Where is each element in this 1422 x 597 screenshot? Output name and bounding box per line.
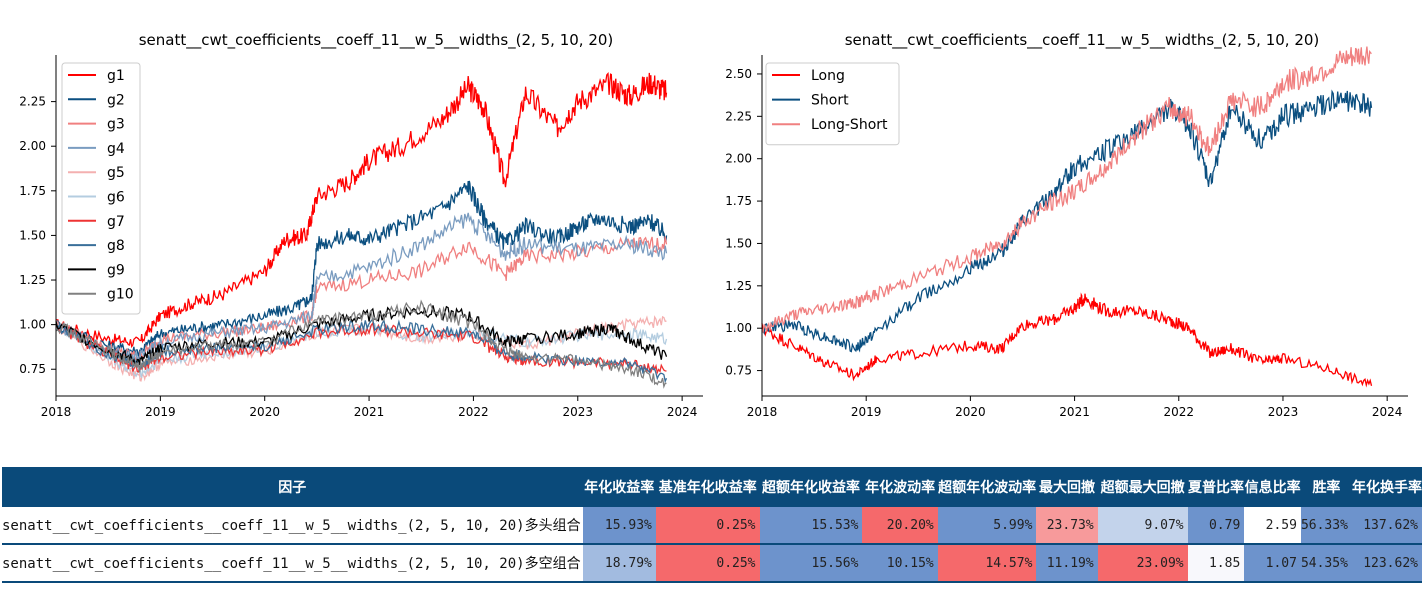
x-tick-label: 2023 [1268,405,1299,419]
x-tick-label: 2020 [249,405,280,419]
x-tick-label: 2021 [354,405,385,419]
column-header: 信息比率 [1244,467,1301,507]
column-header: 最大回撤 [1036,467,1098,507]
legend-label: g10 [107,287,134,303]
x-tick-label: 2018 [747,405,778,419]
metric-cell: 1.85 [1187,544,1245,583]
y-tick-label: 1.25 [725,279,752,293]
metric-cell: 56.33% [1300,507,1352,545]
legend-label: g4 [107,141,125,157]
factor-name-cell: senatt__cwt_coefficients__coeff_11__w_5_… [2,544,583,583]
metric-cell: 0.25% [655,544,760,583]
x-tick-label: 2024 [1372,405,1403,419]
table-header-row: 因子 年化收益率 基准年化收益率 超额年化收益率 年化波动率 超额年化波动率 最… [2,467,1422,507]
metric-cell: 5.99% [937,507,1037,545]
series-line-g3 [55,236,668,361]
x-tick-label: 2022 [458,405,489,419]
column-header: 胜率 [1300,467,1352,507]
metric-cell: 2.59 [1244,507,1301,545]
y-tick-label: 2.25 [19,95,46,109]
y-tick-label: 2.00 [19,139,46,153]
column-header: 年化波动率 [862,467,938,507]
metric-cell: 123.62% [1351,544,1422,583]
series-line-g6 [55,322,668,378]
metric-cell: 1.07 [1244,544,1301,583]
metric-cell: 10.15% [862,544,938,583]
metric-cell: 54.35% [1300,544,1352,583]
series-line-g2 [55,180,668,357]
series-line-long-short [761,46,1372,334]
y-tick-label: 1.50 [19,228,46,242]
x-tick-label: 2024 [667,405,698,419]
x-tick-label: 2019 [145,405,176,419]
table-row: senatt__cwt_coefficients__coeff_11__w_5_… [2,507,1422,545]
y-tick-label: 1.75 [19,184,46,198]
y-tick-label: 1.50 [725,236,752,250]
metrics-table: 因子 年化收益率 基准年化收益率 超额年化收益率 年化波动率 超额年化波动率 最… [2,467,1422,583]
long-short-chart: senatt__cwt_coefficients__coeff_11__w_5_… [725,31,1408,419]
legend-label: g9 [107,262,125,278]
legend-label: g2 [107,92,125,108]
y-tick-label: 1.00 [725,321,752,335]
legend-label: g5 [107,165,125,181]
series-line-long [761,292,1373,388]
chart-title: senatt__cwt_coefficients__coeff_11__w_5_… [845,31,1320,50]
series-line-g10 [55,299,667,389]
y-tick-label: 2.25 [725,109,752,123]
metric-cell: 23.09% [1097,544,1188,583]
legend-label: g8 [107,238,125,254]
series-line-short [761,89,1373,353]
legend-label: g6 [107,190,125,206]
x-tick-label: 2022 [1164,405,1195,419]
table-row: senatt__cwt_coefficients__coeff_11__w_5_… [2,544,1422,583]
y-tick-label: 1.25 [19,273,46,287]
series-line-g1 [55,72,668,349]
column-header: 夏普比率 [1187,467,1245,507]
metric-cell: 15.93% [582,507,656,545]
metric-cell: 15.56% [759,544,863,583]
x-tick-label: 2021 [1059,405,1090,419]
group-returns-chart: senatt__cwt_coefficients__coeff_11__w_5_… [19,31,703,419]
metric-cell: 14.57% [937,544,1037,583]
metric-cell: 0.25% [655,507,760,545]
x-tick-label: 2020 [955,405,986,419]
column-header: 超额最大回撤 [1097,467,1188,507]
metric-cell: 9.07% [1097,507,1188,545]
y-tick-label: 2.00 [725,152,752,166]
x-tick-label: 2023 [563,405,594,419]
legend-label: g1 [107,68,125,84]
column-header: 年化收益率 [582,467,656,507]
metric-cell: 18.79% [582,544,656,583]
metric-cell: 11.19% [1036,544,1098,583]
factor-name-cell: senatt__cwt_coefficients__coeff_11__w_5_… [2,507,583,545]
legend-label: Short [811,93,849,109]
column-header: 超额年化波动率 [937,467,1037,507]
column-header: 年化换手率 [1351,467,1422,507]
legend-label: g7 [107,214,125,230]
y-tick-label: 1.75 [725,194,752,208]
series-line-g8 [55,317,668,384]
charts-area: senatt__cwt_coefficients__coeff_11__w_5_… [19,31,1408,419]
legend-box [61,62,141,315]
metric-cell: 0.79 [1187,507,1245,545]
y-tick-label: 0.75 [725,364,752,378]
legend-label: Long [811,68,845,84]
metric-cell: 20.20% [862,507,938,545]
metric-cell: 15.53% [759,507,863,545]
chart-title: senatt__cwt_coefficients__coeff_11__w_5_… [139,31,614,50]
x-tick-label: 2018 [41,405,72,419]
x-tick-label: 2019 [851,405,882,419]
metric-cell: 137.62% [1351,507,1422,545]
metric-cell: 23.73% [1036,507,1098,545]
series-line-g9 [55,305,668,366]
y-tick-label: 2.50 [725,67,752,81]
column-header: 超额年化收益率 [759,467,863,507]
y-tick-label: 1.00 [19,318,46,332]
column-header: 基准年化收益率 [655,467,760,507]
legend-label: g3 [107,117,125,133]
legend-label: Long-Short [811,117,888,133]
y-tick-label: 0.75 [19,362,46,376]
column-header: 因子 [2,467,583,507]
